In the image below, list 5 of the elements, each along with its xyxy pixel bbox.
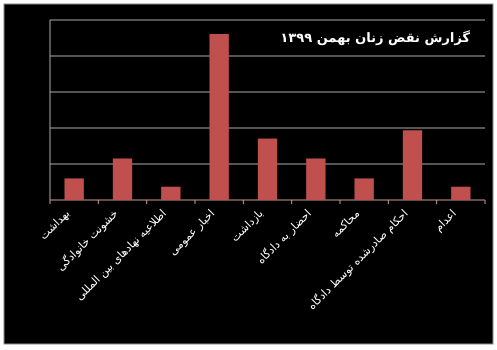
x-tick-label: بازداشت [228, 206, 266, 244]
x-tick-label: بهداشت [36, 206, 72, 242]
chart-title: گزارش نقض زنان بهمن ۱۳۹۹ [280, 30, 470, 46]
x-tick-label: اخبار عمومی [166, 206, 218, 258]
x-tick-label: اعدام [432, 206, 459, 234]
